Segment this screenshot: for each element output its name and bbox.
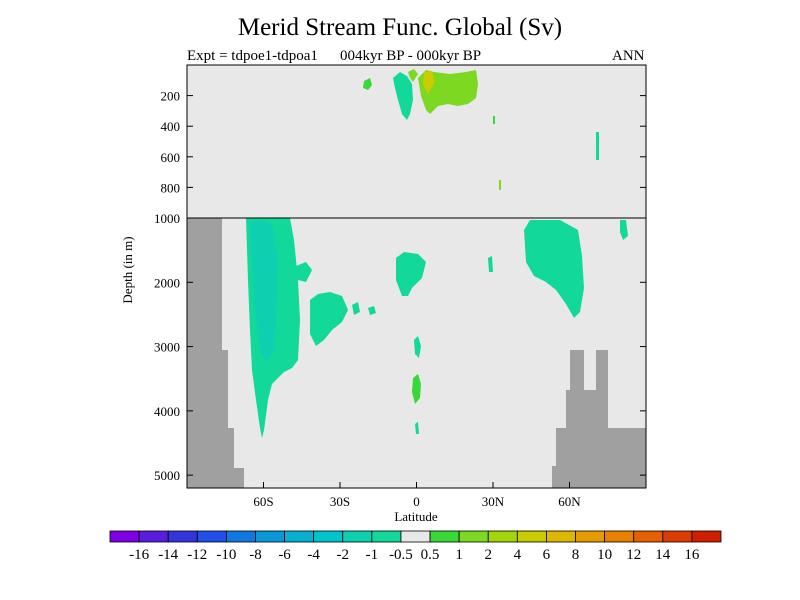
blob-c xyxy=(352,302,360,315)
colorbar-swatch xyxy=(284,530,315,543)
colorbar-swatch xyxy=(313,530,344,543)
deep-blob-b xyxy=(415,422,419,434)
colorbar-swatch xyxy=(342,530,373,543)
y-axis-label: Depth (in m) xyxy=(120,236,135,303)
colorbar-label: -2 xyxy=(337,547,350,563)
colorbar-swatch xyxy=(371,530,402,543)
upper-depth-tick-label: 400 xyxy=(161,119,181,134)
colorbar-swatch xyxy=(138,530,169,543)
southern-ocean-core xyxy=(250,220,278,362)
chart-title: Merid Stream Func. Global (Sv) xyxy=(237,14,563,41)
colorbar-swatch xyxy=(255,530,285,543)
colorbar-label: -1 xyxy=(366,547,379,563)
speck-north xyxy=(488,256,493,272)
upper-depth-tick-label: 800 xyxy=(161,180,181,195)
x-axis-label: Latitude xyxy=(394,509,438,524)
panel-join-tick-label: 1000 xyxy=(154,211,180,226)
colorbar-label: -4 xyxy=(307,547,320,563)
latitude-tick-label: 0 xyxy=(413,494,420,509)
colorbar-label: -10 xyxy=(216,547,236,563)
upper-cell-speck-b xyxy=(596,132,599,160)
colorbar-label: -6 xyxy=(278,547,291,563)
colorbar-label: -0.5 xyxy=(389,547,413,563)
colorbar-label: 0.5 xyxy=(421,547,440,563)
upper-cell-shallow-south xyxy=(363,78,372,90)
colorbar-swatch xyxy=(487,530,518,543)
upper-cell-surface xyxy=(408,69,418,82)
antarctic-land xyxy=(187,218,244,488)
colorbar-swatch xyxy=(546,530,576,543)
colorbar-swatch xyxy=(604,530,635,543)
colorbar-label: 14 xyxy=(655,547,671,563)
upper-panel xyxy=(187,65,646,218)
upper-depth-tick-label: 600 xyxy=(161,150,181,165)
lower-depth-tick-label: 3000 xyxy=(154,340,180,355)
equatorial-cell xyxy=(396,252,426,296)
deep-blob-positive xyxy=(412,374,421,404)
colorbar-label: 16 xyxy=(684,547,700,563)
blob-d xyxy=(368,306,376,315)
north-atlantic-cell xyxy=(524,220,584,318)
colorbar-swatch xyxy=(458,530,489,543)
upper-panel-background xyxy=(187,65,646,218)
colorbar-swatch xyxy=(662,530,693,543)
lower-depth-tick-label: 4000 xyxy=(154,404,180,419)
colorbar-label: -8 xyxy=(249,547,262,563)
latitude-tick-label: 60S xyxy=(253,494,273,509)
time-range-label: 004kyr BP - 000kyr BP xyxy=(340,48,482,64)
colorbar-label: 1 xyxy=(455,547,463,563)
lower-depth-tick-label: 2000 xyxy=(154,275,180,290)
colorbar-swatch xyxy=(196,530,227,543)
colorbar-label: 8 xyxy=(572,547,580,563)
colorbar-label: -12 xyxy=(187,547,207,563)
colorbar-swatch xyxy=(167,530,198,543)
colorbar-label: 4 xyxy=(514,547,522,563)
colorbar-label: -16 xyxy=(129,547,149,563)
colorbar: -16 -14 -12 -10 -8 -6 -4 -2 -1 -0.5 0.5 1 2 4 6 8 10 12 14… xyxy=(109,530,722,563)
axes: 200 400 600 800 1000 2000 3000 4000 5000 60S 30S 0 3… xyxy=(154,64,647,509)
colorbar-label: 12 xyxy=(626,547,641,563)
latitude-tick-label: 30N xyxy=(482,494,505,509)
blob-a xyxy=(296,262,312,282)
colorbar-swatch xyxy=(225,530,256,543)
season-label: ANN xyxy=(612,48,645,64)
lower-depth-tick-label: 5000 xyxy=(154,468,180,483)
lower-panel xyxy=(187,218,646,488)
arctic-cell xyxy=(620,220,628,240)
latitude-tick-label: 60N xyxy=(558,494,581,509)
colorbar-label: 2 xyxy=(484,547,492,563)
colorbar-label: 6 xyxy=(543,547,551,563)
arctic-land xyxy=(552,350,646,488)
colorbar-swatch xyxy=(633,530,664,543)
upper-cell-negative xyxy=(393,72,413,120)
deep-blob-a xyxy=(414,336,421,358)
blob-b xyxy=(310,292,348,346)
upper-depth-tick-label: 200 xyxy=(161,89,181,104)
upper-cell-speck-a xyxy=(493,116,495,124)
colorbar-swatch xyxy=(429,530,460,543)
colorbar-swatch xyxy=(516,530,547,543)
colorbar-label: 10 xyxy=(597,547,612,563)
colorbar-swatch xyxy=(109,530,140,543)
colorbar-swatch xyxy=(691,530,722,543)
colorbar-swatch xyxy=(575,530,606,543)
upper-cell-speck-c xyxy=(499,180,501,190)
latitude-tick-label: 30S xyxy=(330,494,350,509)
experiment-label: Expt = tdpoe1-tdpoa1 xyxy=(187,48,318,64)
colorbar-swatch xyxy=(400,530,431,543)
upper-cell-core xyxy=(423,71,435,94)
colorbar-label: -14 xyxy=(158,547,178,563)
